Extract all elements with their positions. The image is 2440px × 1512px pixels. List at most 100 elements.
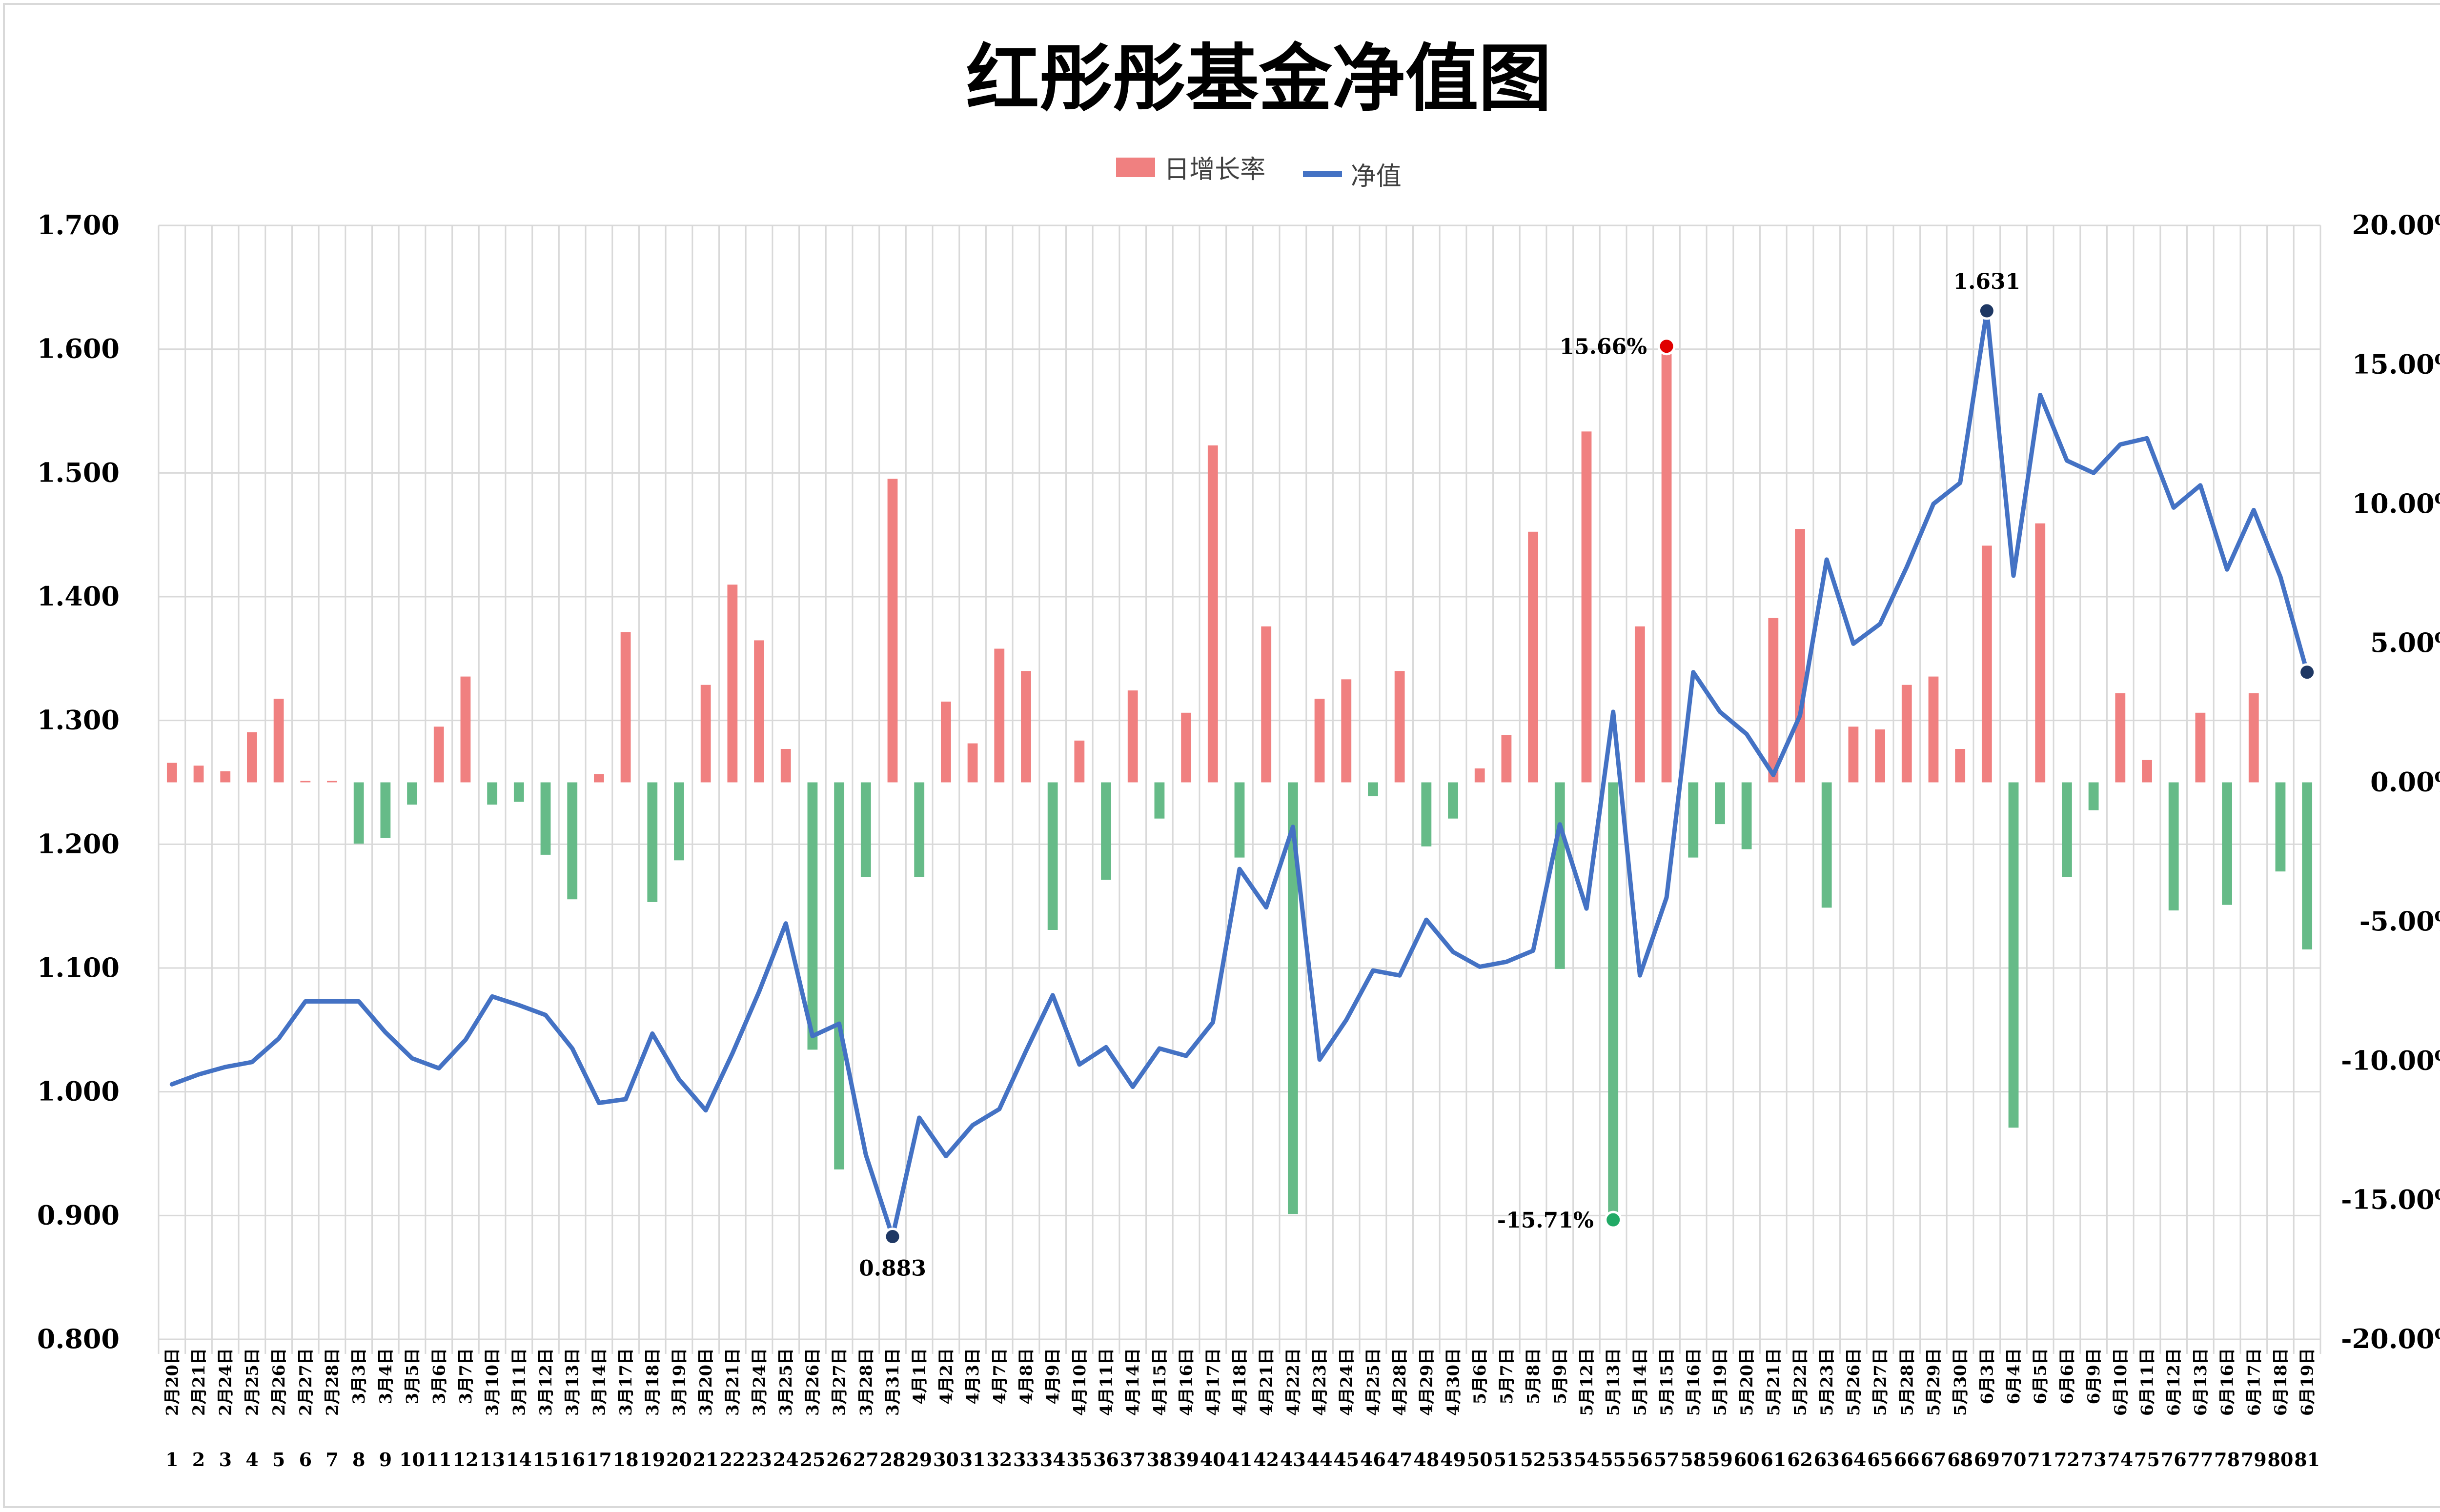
index-label: 17 (586, 1449, 612, 1471)
growth-bar (1154, 782, 1165, 819)
growth-bar (700, 685, 711, 783)
growth-bar (487, 782, 498, 805)
index-label: 22 (719, 1449, 745, 1471)
date-label: 3月27日 (830, 1348, 850, 1416)
growth-bar (780, 749, 791, 783)
date-label: 6月19日 (2298, 1348, 2318, 1416)
annotations: 15.66% -15.71% 1.631 0.883 (859, 269, 2317, 1281)
index-label: 59 (1707, 1449, 1733, 1471)
index-label: 31 (960, 1449, 986, 1471)
index-label: 43 (1280, 1449, 1306, 1471)
index-label: 30 (933, 1449, 959, 1471)
growth-bar (1394, 671, 1405, 783)
index-label: 20 (666, 1449, 692, 1471)
index-label: 70 (2001, 1449, 2027, 1471)
index-label: 39 (1173, 1449, 1199, 1471)
growth-bar (513, 782, 524, 802)
date-label: 6月5日 (2031, 1348, 2051, 1404)
date-label: 5月28日 (1897, 1348, 1917, 1416)
left-tick-label: 1.100 (37, 952, 120, 983)
date-label: 3月13日 (563, 1348, 583, 1416)
index-label: 61 (1760, 1449, 1786, 1471)
index-label: 64 (1840, 1449, 1866, 1471)
date-label: 5月23日 (1817, 1348, 1837, 1416)
right-tick-label: 5.00% (2370, 627, 2440, 658)
legend: 日增长率 净值 (0, 149, 2440, 192)
date-label: 2月20日 (163, 1348, 182, 1416)
growth-bar (807, 782, 818, 1050)
index-label: 35 (1066, 1449, 1092, 1471)
index-label: 69 (1974, 1449, 2000, 1471)
index-label: 47 (1387, 1449, 1413, 1471)
index-label: 58 (1680, 1449, 1706, 1471)
growth-bar (1928, 676, 1939, 783)
index-label: 23 (746, 1449, 772, 1471)
index-label: 26 (826, 1449, 852, 1471)
growth-bar (166, 763, 177, 783)
growth-bar (380, 782, 391, 838)
index-label: 71 (2027, 1449, 2053, 1471)
growth-bar (433, 726, 444, 783)
date-label: 5月6日 (1470, 1348, 1490, 1404)
right-tick-label: -10.00% (2341, 1045, 2440, 1076)
date-label: 6月12日 (2164, 1348, 2184, 1416)
right-tick-label: 10.00% (2352, 488, 2440, 519)
date-label: 6月10日 (2111, 1348, 2131, 1416)
index-label: 19 (639, 1449, 665, 1471)
index-label: 57 (1654, 1449, 1680, 1471)
date-label: 5月27日 (1871, 1348, 1891, 1416)
date-label: 4月10日 (1070, 1348, 1090, 1416)
growth-bar (353, 782, 364, 844)
index-label: 13 (479, 1449, 505, 1471)
growth-bar (674, 782, 684, 861)
line-series (169, 308, 2310, 1239)
legend-swatch-line (1302, 171, 1342, 177)
index-label: 52 (1520, 1449, 1546, 1471)
date-label: 5月14日 (1630, 1348, 1650, 1416)
growth-bar (1634, 626, 1645, 783)
growth-bar (1901, 685, 1912, 783)
index-label: 18 (613, 1449, 639, 1471)
index-label: 2 (192, 1449, 205, 1471)
growth-bar (1554, 782, 1565, 969)
index-label: 7 (325, 1449, 338, 1471)
min-nav-label: 0.883 (859, 1256, 926, 1281)
index-label: 21 (693, 1449, 719, 1471)
date-label: 5月22日 (1791, 1348, 1810, 1416)
growth-bar (1448, 782, 1458, 819)
growth-bar (2115, 693, 2126, 783)
index-label: 33 (1013, 1449, 1039, 1471)
date-label: 4月1日 (910, 1348, 930, 1404)
date-label: 5月19日 (1710, 1348, 1730, 1416)
index-label: 12 (453, 1449, 479, 1471)
chart-frame (3, 3, 2440, 1508)
legend-item-growth: 日增长率 (1116, 149, 1265, 185)
index-label: 38 (1146, 1449, 1172, 1471)
date-label: 4月16日 (1177, 1348, 1197, 1416)
index-label: 48 (1413, 1449, 1439, 1471)
date-label: 5月21日 (1764, 1348, 1784, 1416)
min-growth-marker (1604, 1210, 1623, 1229)
date-label: 4月15日 (1150, 1348, 1170, 1416)
index-label: 46 (1360, 1449, 1386, 1471)
date-label: 2月25日 (243, 1348, 262, 1416)
max-nav-label: 1.631 (1953, 269, 2020, 294)
index-label: 68 (1947, 1449, 1973, 1471)
left-tick-label: 1.200 (37, 828, 120, 859)
growth-bar (1875, 729, 1885, 783)
growth-bar (540, 782, 551, 855)
date-label: 3月3日 (349, 1348, 369, 1404)
index-label: 1 (165, 1449, 178, 1471)
date-label: 4月22日 (1283, 1348, 1303, 1416)
x-axis: 2月20日 1 2月21日 2 2月24日 3 2月25日 4 2月26日 5 2月27日 6 2月28… (163, 1348, 2320, 1471)
growth-bar (1528, 531, 1538, 783)
index-label: 40 (1200, 1449, 1226, 1471)
growth-bar (1314, 699, 1325, 783)
left-tick-label: 1.000 (37, 1076, 120, 1107)
date-label: 4月17日 (1203, 1348, 1223, 1416)
growth-bar (1234, 782, 1245, 858)
date-label: 5月29日 (1924, 1348, 1944, 1416)
growth-bar (1581, 431, 1592, 783)
index-label: 3 (219, 1449, 232, 1471)
date-label: 5月26日 (1844, 1348, 1864, 1416)
